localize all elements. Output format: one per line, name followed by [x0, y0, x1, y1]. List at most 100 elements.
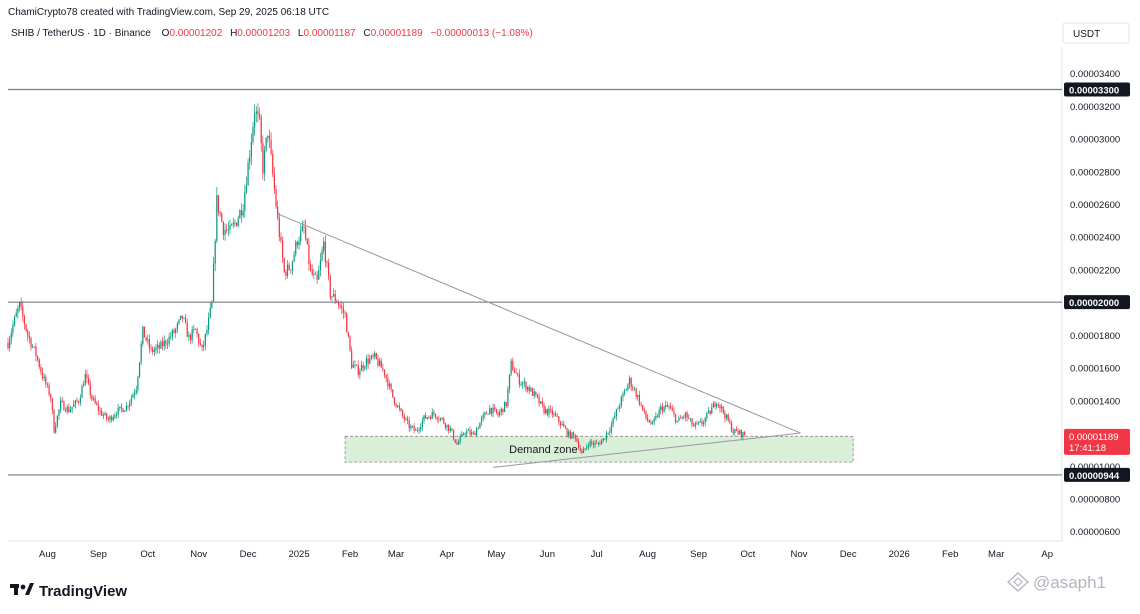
ohlc-high-value: 0.00001203 [237, 28, 290, 39]
candle [194, 328, 197, 330]
candle [387, 373, 389, 391]
candle [554, 411, 557, 417]
candle [546, 408, 548, 417]
credit-text: ChamiCrypto78 created with TradingView.c… [8, 7, 329, 18]
candle [681, 416, 683, 420]
price-tick-label: 0.00001000 [1070, 462, 1120, 473]
candle [632, 384, 634, 392]
candle [207, 312, 210, 335]
descending-resistance-trendline[interactable] [277, 213, 801, 434]
candle [101, 407, 103, 417]
time-tick-label: Nov [790, 549, 807, 560]
candle [722, 406, 724, 415]
candle [740, 429, 742, 440]
candle [732, 427, 734, 436]
candle [568, 429, 570, 439]
candle [683, 414, 685, 420]
candle [586, 444, 588, 451]
candle [87, 374, 90, 386]
candle [277, 200, 279, 220]
currency-button[interactable] [1062, 22, 1130, 44]
time-tick-label: Nov [190, 549, 207, 560]
candle [477, 426, 479, 430]
candle [730, 420, 733, 433]
candle [12, 320, 14, 337]
time-tick-label: May [487, 549, 505, 560]
candle [471, 429, 473, 437]
candle [443, 416, 445, 425]
candle [645, 410, 647, 421]
ohlc-high-label: H [230, 28, 237, 39]
candle [433, 409, 435, 417]
time-tick-label: 2026 [889, 549, 910, 560]
candle [122, 407, 124, 413]
candle [577, 438, 580, 450]
candle [411, 425, 414, 429]
candle [615, 408, 618, 421]
candle [45, 374, 47, 388]
candle [508, 374, 511, 394]
candle [69, 405, 72, 413]
candle [308, 237, 310, 271]
candle [147, 334, 149, 345]
candle [229, 219, 231, 235]
candle [313, 268, 315, 279]
candle [623, 388, 626, 396]
candle [402, 408, 404, 419]
candle [406, 415, 409, 425]
candle [612, 417, 614, 428]
candle [467, 428, 470, 432]
watermark-diamond-icon [1007, 572, 1029, 592]
candle [41, 367, 44, 381]
candle [582, 446, 585, 454]
candle [326, 259, 328, 269]
candle [347, 331, 349, 338]
candle [464, 432, 466, 438]
candle [305, 219, 307, 241]
candle [711, 403, 713, 415]
candle [661, 402, 664, 415]
candle [301, 220, 303, 232]
candle [518, 369, 520, 388]
candle [642, 404, 644, 412]
candle [168, 332, 170, 347]
candle [142, 326, 144, 347]
level-price-badge [1064, 295, 1130, 310]
candle [451, 428, 453, 432]
tradingview-logo-text: TradingView [39, 583, 127, 600]
candle [497, 410, 499, 418]
candle [712, 401, 715, 408]
time-tick-label: Jul [591, 549, 603, 560]
candle [76, 397, 78, 403]
ascending-support-trendline[interactable] [493, 432, 801, 468]
candle [285, 269, 287, 281]
ohlc-open-label: O [162, 28, 170, 39]
candle [337, 299, 340, 310]
candle [328, 258, 330, 281]
candle [405, 416, 407, 421]
symbol-info: SHIB / TetherUS · 1D · Binance O0.000012… [11, 28, 533, 39]
candle [272, 149, 274, 178]
candle [619, 403, 621, 412]
candle [599, 440, 601, 446]
price-tick-label: 0.00003000 [1070, 135, 1120, 146]
price-tick-label: 0.00001400 [1070, 396, 1120, 407]
candle [395, 402, 397, 409]
candle [545, 406, 547, 415]
candle [385, 374, 387, 383]
candle [526, 386, 529, 393]
candle [510, 358, 512, 377]
candle [311, 264, 313, 277]
candle [68, 403, 70, 414]
candle [35, 342, 37, 362]
candle [638, 390, 641, 406]
candle [127, 405, 129, 410]
candle [457, 439, 460, 445]
price-tick-label: 0.00001800 [1070, 331, 1120, 342]
candle [242, 204, 244, 219]
candle [697, 421, 700, 426]
candle [701, 417, 703, 427]
candle [434, 413, 437, 420]
candle [209, 302, 211, 319]
overlay-layer: Demand zone [8, 88, 1062, 476]
